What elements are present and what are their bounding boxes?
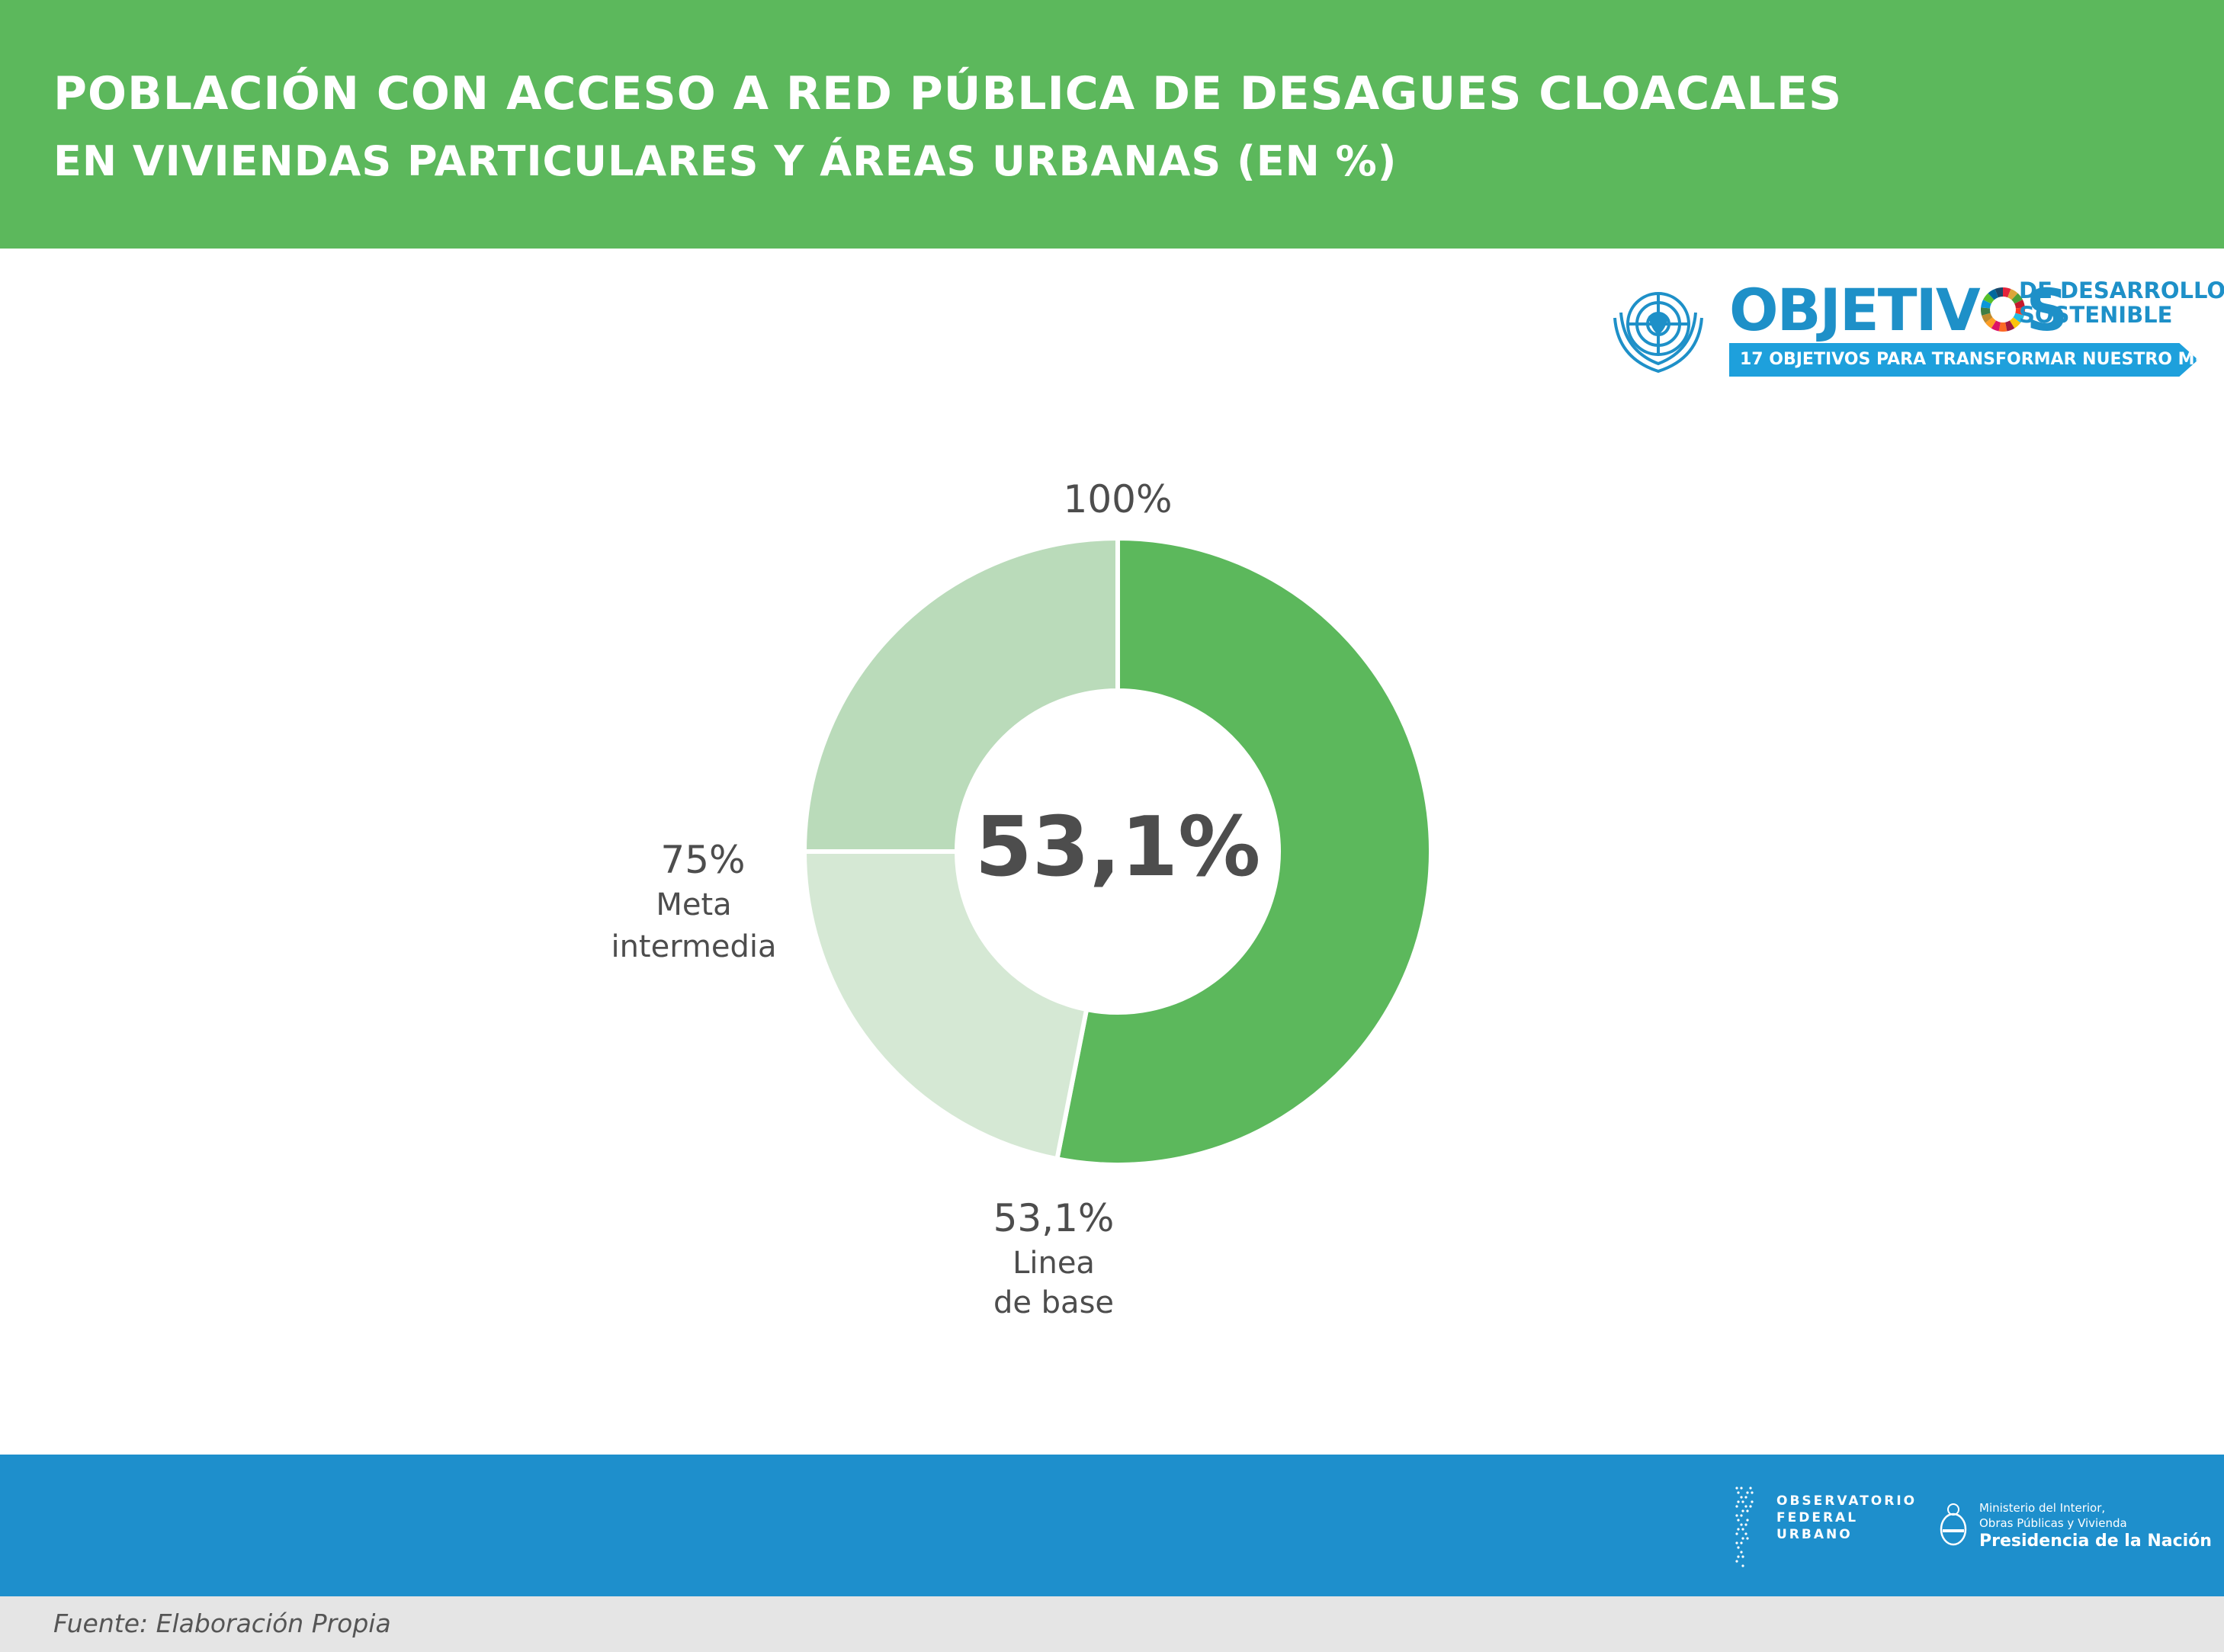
sdg-wheel-segment [1981, 313, 1993, 323]
map-dot [1735, 1487, 1738, 1490]
sdg-wheel-segment [1985, 317, 1996, 329]
sdg-wheel-segment [2004, 320, 2014, 332]
map-dot [1741, 1500, 1744, 1503]
chart-title: POBLACIÓN CON ACCESO A RED PÚBLICA DE DE… [53, 67, 1843, 120]
map-dot [1740, 1514, 1743, 1517]
map-dot [1744, 1505, 1747, 1508]
sdg-wheel-segment [2002, 287, 2011, 298]
sdg-wheel-segment [1980, 307, 1991, 316]
sdg-word-end: S [2026, 276, 2068, 344]
map-dot [1746, 1519, 1749, 1522]
sdg-logo: OBJETIV S DE DESARROLLO SOSTENIBLE 17 OBJ… [1601, 271, 2224, 385]
sdg-wheel-segment [1995, 287, 2003, 298]
source-note: Fuente: Elaboración Propia [53, 1609, 391, 1638]
map-dot [1746, 1509, 1749, 1512]
map-dot [1749, 1487, 1752, 1490]
sdg-wheel-segment [1998, 322, 2007, 332]
sdg-wheel-segment [2014, 300, 2025, 309]
observatorio-line1: OBSERVATORIO [1776, 1493, 1918, 1509]
marker-label-531: 53,1% [993, 1196, 1115, 1240]
map-dot [1737, 1519, 1740, 1522]
map-dot [1737, 1555, 1740, 1558]
sdg-wheel-icon [1980, 287, 2025, 332]
sdg-side-line2: SOSTENIBLE [2019, 302, 2173, 328]
map-dot [1737, 1500, 1740, 1503]
map-dot [1735, 1505, 1738, 1508]
map-dot [1741, 1564, 1744, 1567]
map-dot [1741, 1537, 1744, 1540]
map-dot [1746, 1491, 1749, 1494]
observatorio-logo: OBSERVATORIO FEDERAL URBANO [1731, 1485, 1914, 1569]
marker-caption-531-line1: Linea [1013, 1246, 1095, 1281]
sdg-wheel-segment [2011, 293, 2023, 304]
map-dot [1740, 1487, 1743, 1490]
map-dot [1737, 1528, 1740, 1531]
map-dot [1735, 1514, 1738, 1517]
map-dot [1746, 1537, 1749, 1540]
sdg-tagline: 17 OBJETIVOS PARA TRANSFORMAR NUESTRO MU… [1740, 350, 2224, 369]
un-emblem-icon [1613, 292, 1703, 374]
map-dot [1735, 1560, 1738, 1563]
map-dot [1737, 1546, 1740, 1549]
ministerio-line1: Ministerio del Interior, [1979, 1501, 2106, 1515]
marker-label-100: 100% [1064, 477, 1173, 521]
ministerio-line2: Obras Públicas y Vivienda [1979, 1516, 2127, 1530]
map-dot [1741, 1509, 1744, 1512]
sdg-wheel-segment [1982, 293, 1995, 304]
map-dot [1735, 1541, 1738, 1545]
observatorio-text: OBSERVATORIO FEDERAL URBANO [1776, 1493, 1917, 1543]
map-dot [1744, 1496, 1747, 1499]
donut-segment-3 [801, 535, 1120, 854]
header-band: POBLACIÓN CON ACCESO A RED PÚBLICA DE DE… [0, 0, 2224, 249]
map-dot [1740, 1541, 1743, 1545]
marker-label-75: 75% [660, 838, 745, 882]
map-dot [1735, 1532, 1738, 1535]
map-dot [1751, 1491, 1754, 1494]
observatorio-line3: URBANO [1776, 1527, 1853, 1542]
sdg-side-text: DE DESARROLLO SOSTENIBLE [2019, 278, 2224, 327]
marker-caption-75-line2: intermedia [611, 929, 776, 964]
ministerio-line3: Presidencia de la Nación [1979, 1532, 2212, 1551]
map-dot [1744, 1532, 1747, 1535]
map-dot [1737, 1491, 1740, 1494]
map-dot [1740, 1523, 1743, 1526]
observatorio-line2: FEDERAL [1776, 1510, 1859, 1525]
map-dots-icon [1735, 1487, 1754, 1567]
sdg-wheel-segment [1980, 300, 1991, 309]
center-label: 53,1% [975, 800, 1261, 895]
sdg-tagline-bar: 17 OBJETIVOS PARA TRANSFORMAR NUESTRO MU… [1729, 343, 2198, 377]
sdg-wheel-segment [1988, 288, 1998, 300]
map-dot [1740, 1551, 1743, 1554]
map-dot [1741, 1555, 1744, 1558]
sdg-wheel-segment [2009, 317, 2020, 329]
sdg-wheel-segment [2013, 313, 2024, 323]
footer-band: OBSERVATORIO FEDERAL URBANO Ministerio d… [0, 1455, 2224, 1596]
map-dot [1741, 1528, 1744, 1531]
map-dot [1751, 1500, 1754, 1503]
ministerio-logo: Ministerio del Interior, Obras Públicas … [1937, 1500, 2212, 1554]
map-dot [1744, 1523, 1747, 1526]
ministerio-text: Ministerio del Interior, Obras Públicas … [1979, 1500, 2212, 1552]
marker-caption-531-line2: de base [993, 1285, 1114, 1320]
map-dot [1740, 1496, 1743, 1499]
sdg-word-start: OBJETIV [1729, 276, 1981, 344]
sdg-wheel-segment [1991, 320, 2001, 332]
sdg-wordmark: OBJETIV S [1729, 281, 2068, 339]
sdg-side-line1: DE DESARROLLO [2019, 277, 2224, 303]
donut-segment-1 [1054, 535, 1433, 1167]
sdg-wheel-segment [2015, 307, 2025, 316]
marker-caption-75-line1: Meta [656, 887, 731, 922]
donut-segment-2 [801, 849, 1090, 1162]
map-dot [1749, 1505, 1752, 1508]
chart-subtitle: EN VIVIENDAS PARTICULARES Y ÁREAS URBANA… [53, 137, 1398, 185]
coat-of-arms-icon [1940, 1503, 1967, 1546]
source-bar: Fuente: Elaboración Propia [0, 1596, 2224, 1652]
sdg-wheel-segment [2007, 288, 2018, 300]
